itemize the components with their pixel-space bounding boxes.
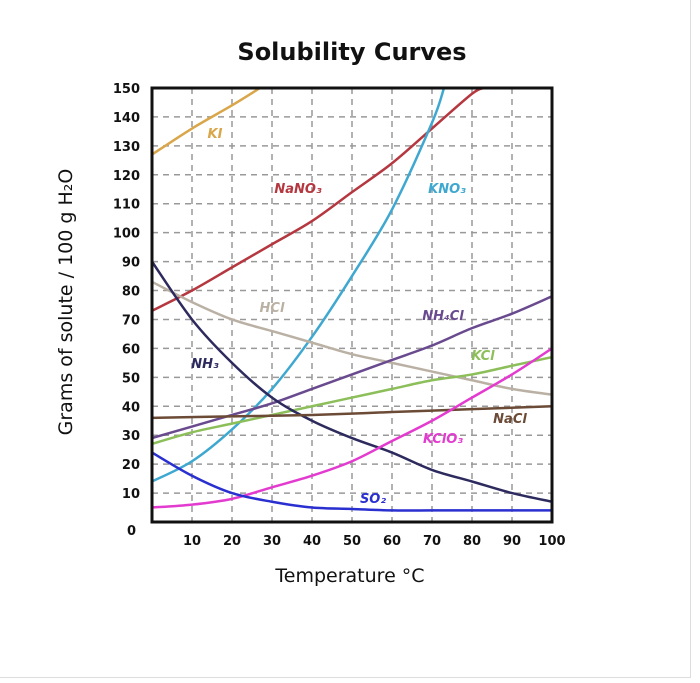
- series-line-1: [152, 88, 485, 312]
- y-tick-label: 60: [122, 342, 140, 357]
- y-tick-label: 20: [122, 458, 140, 473]
- series-label: HCl: [260, 301, 285, 316]
- y-tick-label: 40: [122, 400, 140, 415]
- y-tick-label: 70: [122, 313, 140, 328]
- series-line-2: [152, 88, 446, 483]
- series-label: KNO₃: [428, 182, 466, 197]
- plot-frame: [150, 86, 554, 524]
- y-tick-label: 50: [122, 371, 140, 386]
- series-line-4: [152, 295, 552, 440]
- series-line-5: [152, 355, 552, 446]
- chart-title: Solubility Curves: [237, 38, 466, 66]
- series-label: KI: [208, 127, 223, 142]
- series-line-9: [152, 451, 552, 512]
- series-label: SO₂: [360, 492, 386, 507]
- x-tick-label: 10: [183, 534, 201, 549]
- y-axis-label: Grams of solute / 100 g H₂O: [55, 169, 77, 436]
- series-line-3: [152, 280, 552, 396]
- x-tick-label: 70: [423, 534, 441, 549]
- y-tick-label: 100: [113, 227, 140, 242]
- x-tick-label: 30: [263, 534, 281, 549]
- y-tick-label: 0: [127, 524, 136, 539]
- x-tick-label: 80: [463, 534, 481, 549]
- grid: [152, 88, 552, 522]
- series-line-0: [152, 88, 261, 156]
- series-line-8: [152, 347, 552, 509]
- series-label: NH₄Cl: [422, 309, 464, 324]
- y-tick-label: 150: [113, 82, 140, 97]
- x-tick-label: 20: [223, 534, 241, 549]
- y-tick-label: 80: [122, 285, 140, 300]
- series-line-6: [152, 260, 552, 503]
- x-axis-label: Temperature °C: [274, 565, 424, 587]
- series-label: NH₃: [191, 357, 219, 372]
- x-tick-label: 50: [343, 534, 361, 549]
- series-label: KCl: [471, 349, 495, 364]
- y-tick-label: 120: [113, 169, 140, 184]
- series-label: NaNO₃: [274, 182, 322, 197]
- series-lines: [152, 88, 552, 512]
- y-tick-label: 30: [122, 429, 140, 444]
- series-labels: KI NaNO₃ KNO₃ HCl NH₄Cl KCl NH₃ NaCl KClO₃ SO₂: [191, 127, 527, 507]
- series-label: KClO₃: [423, 432, 463, 447]
- x-tick-label: 100: [538, 534, 565, 549]
- y-tick-label: 130: [113, 140, 140, 155]
- series-label: NaCl: [493, 412, 527, 427]
- y-tick-label: 10: [122, 487, 140, 502]
- y-tick-label: 140: [113, 111, 140, 126]
- tick-labels: 10 20 30 40 50 60 70 80 90 100 0 10 20 30 40 50 60 70 80 90…: [113, 82, 566, 549]
- series-line-7: [152, 405, 552, 420]
- x-tick-label: 60: [383, 534, 401, 549]
- x-tick-label: 90: [503, 534, 521, 549]
- y-tick-label: 90: [122, 256, 140, 271]
- image-frame: [0, 0, 691, 678]
- x-tick-label: 40: [303, 534, 321, 549]
- y-tick-label: 110: [113, 198, 140, 213]
